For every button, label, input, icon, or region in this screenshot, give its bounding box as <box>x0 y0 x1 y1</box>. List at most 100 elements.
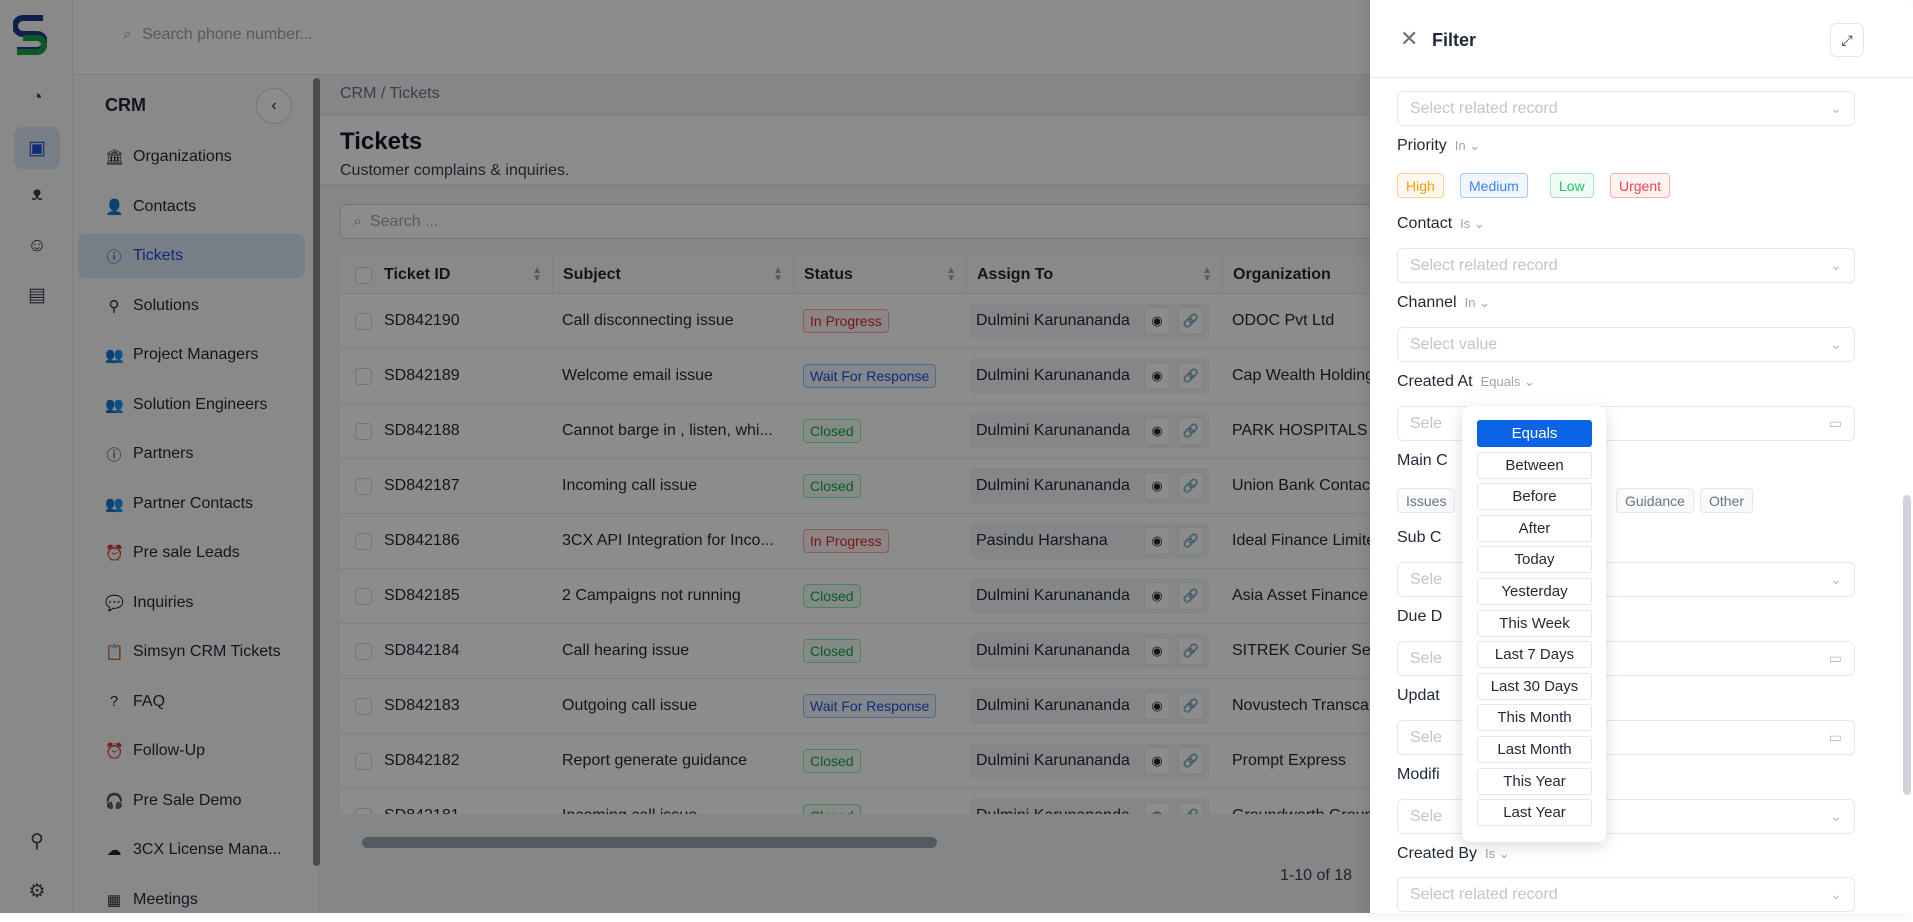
report-icon[interactable]: ▤ <box>28 284 46 306</box>
operator-option-last-30-days[interactable]: Last 30 Days <box>1477 672 1592 700</box>
scrollbar-thumb[interactable] <box>362 837 937 848</box>
table-row[interactable]: SD842186 3CX API Integration for Inco...… <box>340 514 1380 569</box>
contact-select[interactable]: Select related record ⌄ <box>1397 248 1855 283</box>
contact-operator[interactable]: Is ⌄ <box>1460 216 1485 231</box>
row-checkbox[interactable] <box>355 312 372 330</box>
eye-icon[interactable]: ◉ <box>1144 362 1170 390</box>
eye-icon[interactable]: ◉ <box>1144 747 1170 775</box>
chat-icon[interactable]: ☺ <box>27 235 47 256</box>
operator-option-this-week[interactable]: This Week <box>1477 609 1592 637</box>
operator-option-equals[interactable]: Equals <box>1477 420 1592 447</box>
sidebar-item-partners[interactable]: ⓘ Partners <box>78 432 305 476</box>
eye-icon[interactable]: ◉ <box>1144 307 1170 335</box>
priority-chip-urgent[interactable]: Urgent <box>1610 173 1671 198</box>
link-icon[interactable]: 🔗 <box>1178 582 1204 610</box>
row-checkbox[interactable] <box>355 422 372 440</box>
organization[interactable]: Prompt Express <box>1232 752 1346 769</box>
chip-other[interactable]: Other <box>1700 488 1754 513</box>
table-row[interactable]: SD842188 Cannot barge in , listen, whi..… <box>340 404 1380 459</box>
row-checkbox[interactable] <box>355 697 372 715</box>
column-organization[interactable]: Organization <box>1222 257 1370 293</box>
channel-operator[interactable]: In ⌄ <box>1464 295 1490 310</box>
search-analytics-icon[interactable]: ⚲ <box>30 830 44 852</box>
row-checkbox[interactable] <box>355 477 372 495</box>
priority-chip-high[interactable]: High <box>1397 173 1444 198</box>
eye-icon[interactable]: ◉ <box>1144 582 1170 610</box>
chip-guidance[interactable]: Guidance <box>1616 488 1694 513</box>
row-checkbox[interactable] <box>355 807 372 814</box>
table-row[interactable]: SD842189 Welcome email issue Wait For Re… <box>340 349 1380 404</box>
ticket-id[interactable]: SD842185 <box>384 587 460 604</box>
link-icon[interactable]: 🔗 <box>1178 527 1204 555</box>
operator-option-yesterday[interactable]: Yesterday <box>1477 578 1592 605</box>
collapse-sidebar-button[interactable]: ‹ <box>256 88 292 124</box>
sidebar-item-pre-sale-demo[interactable]: 🎧 Pre Sale Demo <box>78 779 305 823</box>
settings-icon[interactable]: ⚙ <box>28 880 46 902</box>
ticket-id[interactable]: SD842187 <box>384 477 460 494</box>
column-ticket-id[interactable]: Ticket ID ▲ ▼ <box>384 265 542 284</box>
row-checkbox[interactable] <box>355 752 372 770</box>
user-icon[interactable]: ᴥ <box>31 184 43 205</box>
dashboard-icon[interactable]: ◔ <box>31 87 43 108</box>
link-icon[interactable]: 🔗 <box>1178 637 1204 665</box>
eye-icon[interactable]: ◉ <box>1144 802 1170 814</box>
sidebar-item-3cx-license-mana[interactable]: ☁ 3CX License Mana... <box>78 828 305 872</box>
sidebar-item-simsyn-crm-tickets[interactable]: 📋 Simsyn CRM Tickets <box>78 630 305 674</box>
sidebar-item-follow-up[interactable]: ⏰ Follow-Up <box>78 729 305 773</box>
link-icon[interactable]: 🔗 <box>1178 802 1204 814</box>
operator-option-this-month[interactable]: This Month <box>1477 704 1592 732</box>
sidebar-item-tickets[interactable]: ⓘ Tickets <box>78 234 305 278</box>
table-row[interactable]: SD842181 Incoming call issue Closed Dulm… <box>340 789 1380 814</box>
organization[interactable]: SITREK Courier Ser <box>1232 642 1370 659</box>
sidebar-item-contacts[interactable]: 👤 Contacts <box>78 185 305 229</box>
created-by-select[interactable]: Select related record ⌄ <box>1397 877 1855 912</box>
operator-option-last-7-days[interactable]: Last 7 Days <box>1477 641 1592 669</box>
table-horizontal-scrollbar[interactable] <box>340 833 1380 851</box>
operator-option-between[interactable]: Between <box>1477 451 1592 479</box>
close-icon[interactable]: ✕ <box>1400 26 1419 51</box>
row-checkbox[interactable] <box>355 587 372 605</box>
sidebar-item-partner-contacts[interactable]: 👥 Partner Contacts <box>78 482 305 526</box>
sidebar-scrollbar[interactable] <box>313 78 320 866</box>
sub-category-select[interactable]: Sele ⌄ <box>1397 562 1855 597</box>
organization[interactable]: Cap Wealth Holding <box>1232 367 1370 384</box>
sidebar-item-organizations[interactable]: 🏛 Organizations <box>78 135 305 179</box>
modified-select[interactable]: Sele ⌄ <box>1397 799 1855 834</box>
eye-icon[interactable]: ◉ <box>1144 417 1170 445</box>
link-icon[interactable]: 🔗 <box>1178 472 1204 500</box>
table-row[interactable]: SD842190 Call disconnecting issue In Pro… <box>340 294 1380 349</box>
table-row[interactable]: SD842183 Outgoing call issue Wait For Re… <box>340 679 1380 734</box>
priority-chip-medium[interactable]: Medium <box>1460 173 1528 198</box>
link-icon[interactable]: 🔗 <box>1178 362 1204 390</box>
filter-panel-scrollbar[interactable] <box>1903 495 1911 795</box>
ticket-id[interactable]: SD842181 <box>384 789 544 814</box>
column-assign-to[interactable]: Assign To ▲ ▼ <box>966 257 1222 293</box>
app-logo[interactable] <box>13 12 47 58</box>
ticket-id[interactable]: SD842184 <box>384 642 460 659</box>
ticket-search-input[interactable]: ⌕ Search ... <box>340 204 1380 239</box>
ticket-id[interactable]: SD842183 <box>384 697 460 714</box>
expand-button[interactable]: ⤢ <box>1830 23 1864 57</box>
modal-overlay[interactable] <box>0 0 1370 913</box>
eye-icon[interactable]: ◉ <box>1144 472 1170 500</box>
ticket-id[interactable]: SD842190 <box>384 312 460 329</box>
sidebar-item-solution-engineers[interactable]: 👥 Solution Engineers <box>78 383 305 427</box>
due-date-input[interactable]: Sele ▭ <box>1397 641 1855 676</box>
sidebar-item-pre-sale-leads[interactable]: ⏰ Pre sale Leads <box>78 531 305 575</box>
created-at-operator[interactable]: Equals ⌄ <box>1480 374 1535 389</box>
link-icon[interactable]: 🔗 <box>1178 417 1204 445</box>
row-checkbox[interactable] <box>355 532 372 550</box>
operator-option-before[interactable]: Before <box>1477 483 1592 511</box>
operator-option-this-year[interactable]: This Year <box>1477 767 1592 795</box>
ticket-id[interactable]: SD842188 <box>384 422 460 439</box>
phone-search[interactable]: ⌕ Search phone number... <box>123 26 313 44</box>
operator-option-after[interactable]: After <box>1477 514 1592 542</box>
related-record-select[interactable]: Select related record ⌄ <box>1397 91 1855 126</box>
priority-chip-low[interactable]: Low <box>1550 173 1594 198</box>
table-row[interactable]: SD842187 Incoming call issue Closed Dulm… <box>340 459 1380 514</box>
eye-icon[interactable]: ◉ <box>1144 637 1170 665</box>
select-all-checkbox[interactable] <box>355 266 372 284</box>
ticket-id[interactable]: SD842186 <box>384 532 460 549</box>
sidebar-item-project-managers[interactable]: 👥 Project Managers <box>78 333 305 377</box>
organization[interactable]: Union Bank Contact <box>1232 477 1370 494</box>
